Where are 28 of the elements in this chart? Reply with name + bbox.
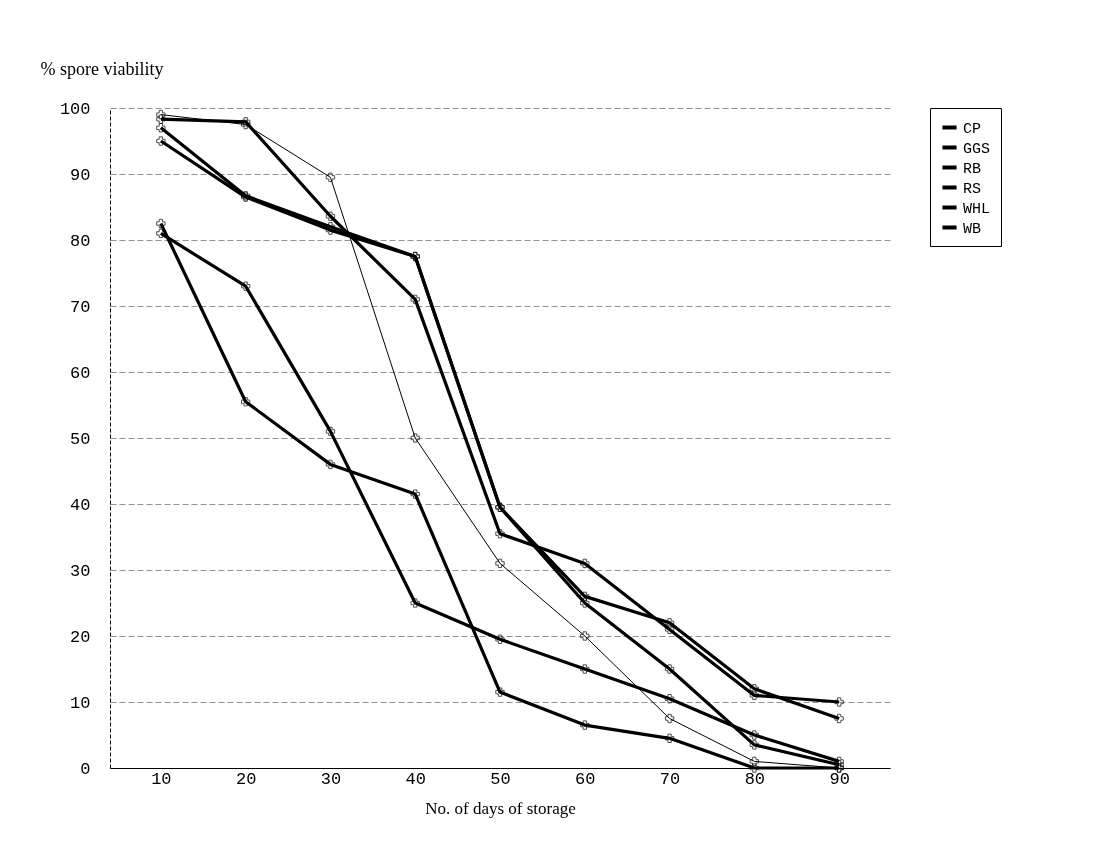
y-tick-label: 60 (70, 363, 91, 383)
x-tick-label: 70 (659, 769, 681, 789)
y-tick-label: 80 (70, 231, 91, 251)
x-axis-title: No. of days of storage (425, 798, 576, 818)
y-tick-label: 10 (70, 693, 91, 713)
legend-label: WB (963, 220, 982, 238)
y-tick-label: 20 (70, 627, 91, 647)
legend-label: WHL (963, 200, 991, 218)
x-tick-label: 50 (490, 769, 511, 789)
x-tick-label: 40 (405, 769, 426, 789)
x-tick-label: 60 (575, 769, 596, 789)
y-tick-label: 0 (80, 759, 91, 779)
x-tick-label: 90 (829, 769, 850, 789)
x-tick-label: 30 (320, 769, 342, 789)
legend-label: RB (963, 160, 982, 178)
legend-label: CP (963, 120, 982, 138)
y-tick-label: 90 (70, 165, 91, 185)
x-tick-label: 80 (744, 769, 766, 789)
legend-label: RS (963, 180, 982, 198)
y-tick-label: 40 (70, 495, 91, 515)
legend-label: GGS (963, 140, 991, 158)
x-tick-label: 10 (151, 769, 172, 789)
x-tick-label: 20 (235, 769, 257, 789)
y-tick-label: 70 (70, 297, 91, 317)
y-tick-label: 30 (70, 561, 91, 581)
y-tick-label: 50 (70, 429, 91, 449)
y-axis-title: % spore viability (40, 58, 164, 79)
y-tick-label: 100 (59, 99, 91, 119)
